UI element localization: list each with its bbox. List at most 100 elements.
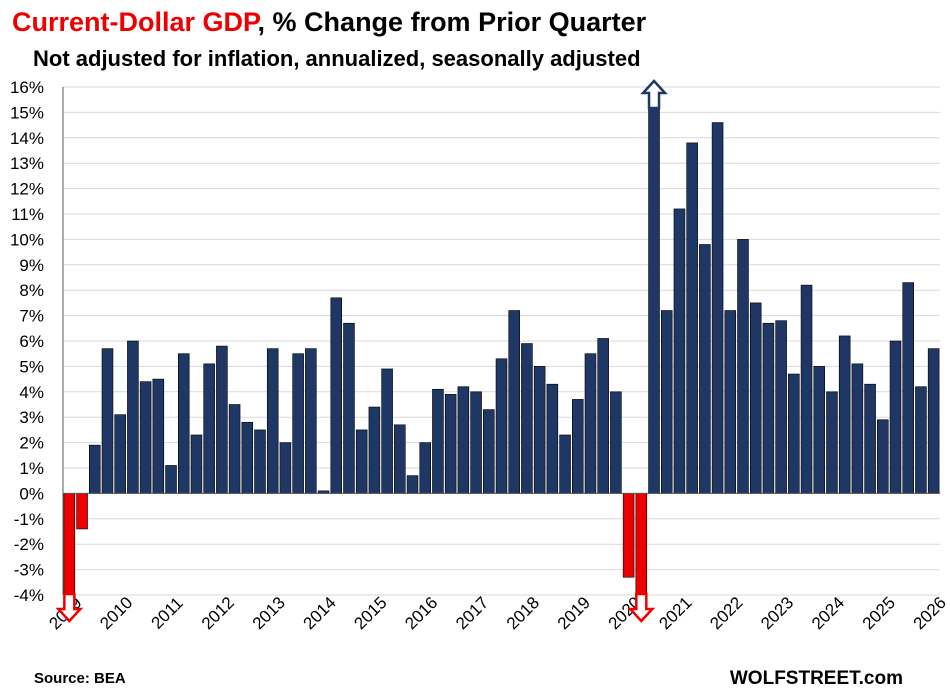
y-tick-label: 1% — [19, 459, 44, 478]
bar-positive — [432, 388, 444, 494]
bar-positive — [826, 391, 838, 494]
bar-negative — [63, 493, 76, 596]
x-tick-label: 2011 — [148, 593, 187, 632]
source-label: Source: BEA — [34, 670, 126, 687]
bar-negative — [635, 493, 648, 596]
y-tick-label: 6% — [19, 332, 44, 351]
y-tick-label: 15% — [10, 103, 44, 122]
bar-positive — [775, 320, 787, 494]
bar-positive — [762, 322, 775, 494]
y-tick-label: 10% — [10, 230, 44, 249]
bar-positive — [330, 297, 343, 494]
y-tick-label: 7% — [19, 307, 44, 326]
bar-positive — [838, 335, 851, 494]
bar-negative — [76, 493, 88, 530]
bar-positive — [343, 322, 355, 494]
x-tick-labels: 2009201020112012201320142015201620172018… — [45, 593, 949, 633]
x-tick-label: 2012 — [198, 593, 238, 633]
y-tick-label: 11% — [11, 205, 44, 224]
chart-title-rest: , % Change from Prior Quarter — [258, 7, 647, 37]
bar-positive — [292, 353, 304, 494]
x-tick-label: 2013 — [249, 593, 289, 633]
off-scale-down-arrow — [55, 592, 84, 623]
x-tick-label: 2014 — [300, 593, 340, 633]
bar-positive — [483, 409, 495, 494]
bar-positive — [139, 381, 152, 494]
bar-positive — [711, 122, 724, 494]
off-scale-arrows — [55, 79, 668, 623]
bar-positive — [533, 366, 546, 494]
bar-positive — [216, 345, 228, 494]
bar-positive — [788, 373, 800, 494]
bar-positive — [101, 348, 114, 494]
bars — [63, 86, 940, 596]
bar-positive — [889, 340, 902, 494]
y-tick-label: -1% — [14, 510, 44, 529]
off-scale-up-arrow — [640, 79, 668, 110]
bar-positive — [228, 404, 241, 494]
bar-positive — [495, 358, 508, 494]
x-tick-label: 2024 — [808, 593, 848, 633]
x-tick-label: 2019 — [554, 593, 594, 633]
bar-positive — [851, 363, 864, 494]
bar-positive — [419, 442, 431, 494]
bar-positive — [305, 348, 317, 494]
bar-positive — [724, 310, 737, 494]
y-tick-label: -2% — [14, 535, 44, 554]
bar-positive — [470, 391, 482, 494]
bar-positive — [877, 419, 889, 494]
y-tick-label: 2% — [19, 434, 44, 453]
bar-positive — [381, 368, 393, 494]
bar-positive — [749, 302, 762, 494]
bar-positive — [521, 343, 533, 494]
bar-positive — [177, 353, 190, 494]
axes — [62, 87, 940, 595]
bar-positive — [254, 429, 266, 494]
chart-subtitle: Not adjusted for inflation, annualized, … — [33, 46, 641, 71]
chart-title-highlight: Current-Dollar GDP — [12, 7, 261, 37]
bar-positive — [927, 348, 940, 494]
x-tick-label: 2010 — [96, 593, 136, 633]
bar-positive — [127, 340, 139, 494]
chart-title: Current-Dollar GDP, % Change from Prior … — [12, 7, 647, 37]
y-tick-label: 16% — [10, 78, 44, 97]
y-tick-labels: -4% -3% -2% -1% 0% 1% 2% 3% 4% 5% 6% 7% 8% 9% 10% 11% 12… — [10, 78, 44, 605]
x-tick-label: 2025 — [859, 593, 899, 633]
bar-positive — [546, 383, 559, 494]
y-tick-label: 0% — [19, 484, 44, 503]
bar-positive — [686, 142, 698, 494]
y-tick-label: -4% — [14, 586, 44, 605]
x-tick-label: 2015 — [350, 593, 390, 633]
y-tick-label: 8% — [19, 281, 44, 300]
bar-positive — [915, 386, 927, 494]
bar-positive — [800, 284, 813, 494]
x-tick-label: 2017 — [452, 593, 492, 633]
x-tick-label: 2016 — [401, 593, 441, 633]
bar-positive — [648, 86, 660, 494]
bar-positive — [508, 310, 520, 494]
y-tick-label: 13% — [10, 154, 44, 173]
bar-positive — [279, 442, 292, 494]
bar-positive — [457, 386, 470, 494]
bar-positive — [152, 378, 165, 494]
bar-positive — [559, 434, 571, 494]
x-tick-label: 2026 — [910, 593, 950, 633]
bar-positive — [610, 391, 622, 494]
x-tick-label: 2021 — [655, 593, 695, 633]
bar-positive — [394, 424, 406, 494]
bar-positive — [584, 353, 597, 494]
x-tick-label: 2023 — [757, 593, 797, 633]
y-tick-label: 3% — [19, 408, 44, 427]
x-tick-label: 2022 — [706, 593, 746, 633]
bar-positive — [406, 475, 419, 494]
y-tick-label: 5% — [19, 357, 44, 376]
bar-positive — [165, 465, 177, 494]
bar-negative — [622, 493, 635, 578]
bar-positive — [864, 383, 876, 494]
bar-positive — [114, 414, 126, 494]
x-tick-label: 2018 — [503, 593, 543, 633]
bar-positive — [368, 406, 381, 494]
y-tick-label: 14% — [10, 129, 44, 148]
y-tick-label: 12% — [10, 180, 44, 199]
